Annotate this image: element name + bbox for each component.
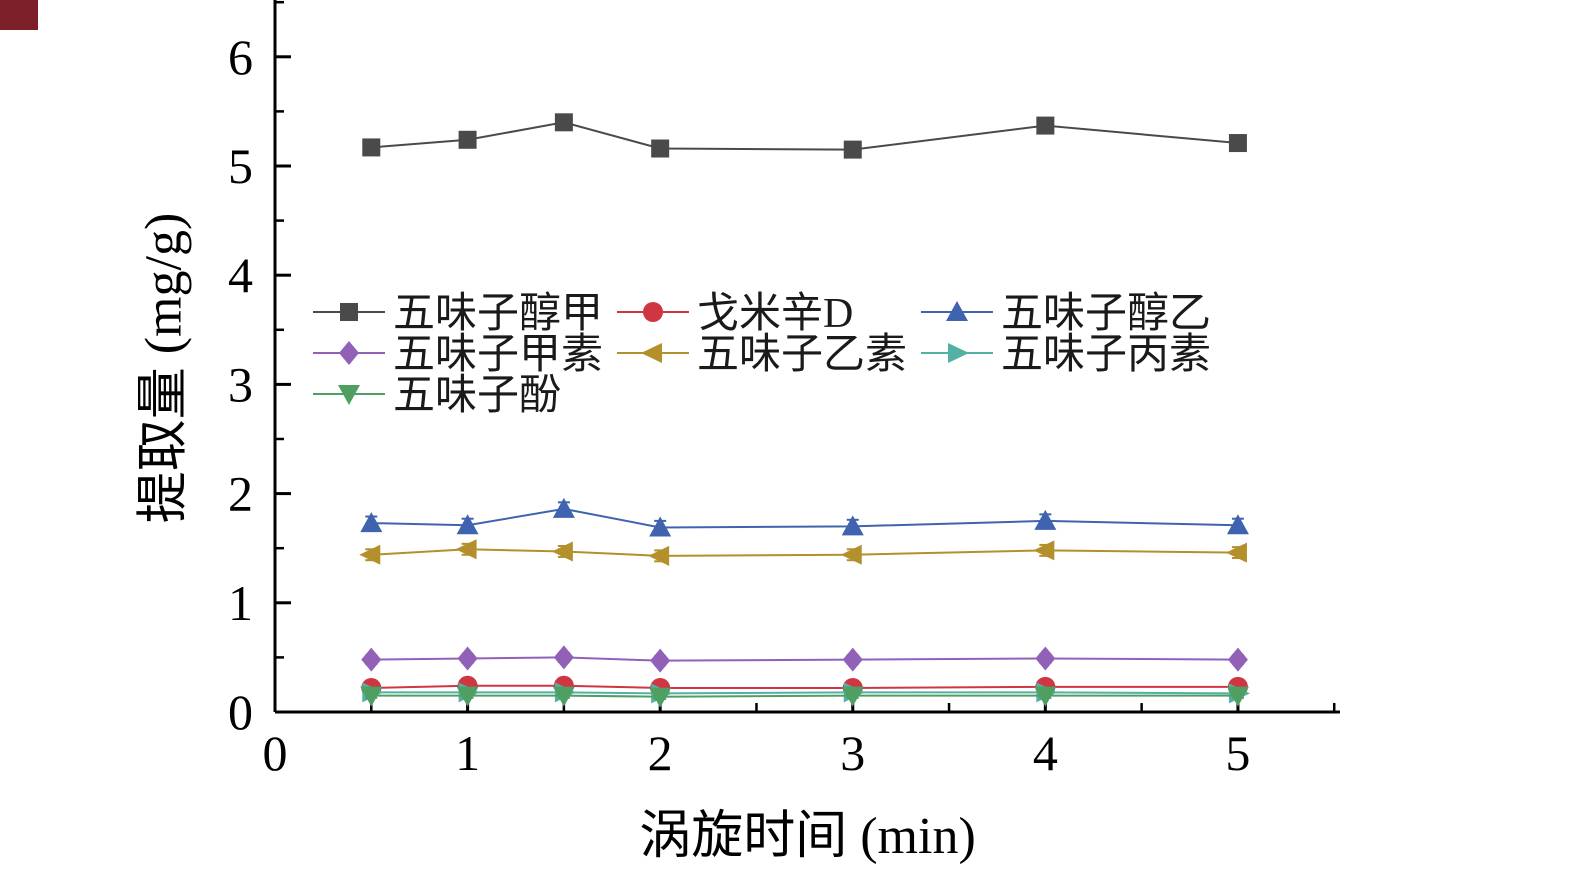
axes bbox=[273, 0, 1340, 714]
legend-item: 五味子甲素 bbox=[313, 332, 603, 378]
series-6 bbox=[360, 686, 1249, 708]
legend-label: 五味子醇甲 bbox=[393, 291, 603, 337]
legend-item: 五味子酚 bbox=[313, 373, 561, 419]
y-tick-label: 4 bbox=[228, 247, 253, 303]
y-tick-label: 5 bbox=[228, 138, 253, 194]
y-tick-label: 3 bbox=[228, 356, 253, 412]
legend-item: 五味子醇甲 bbox=[313, 291, 603, 337]
series-2 bbox=[360, 497, 1249, 537]
scan-artifact-red-square bbox=[0, 0, 38, 30]
y-tick-label: 6 bbox=[228, 29, 253, 85]
legend-item: 五味子乙素 bbox=[617, 332, 907, 378]
y-tick-label: 1 bbox=[228, 575, 253, 631]
legend-label: 五味子醇乙 bbox=[1001, 291, 1211, 337]
legend-item: 五味子丙素 bbox=[921, 332, 1211, 378]
legend-item: 五味子醇乙 bbox=[921, 291, 1211, 337]
legend-label: 五味子甲素 bbox=[393, 332, 603, 378]
legend-label: 五味子丙素 bbox=[1001, 332, 1211, 378]
x-tick-label: 0 bbox=[263, 725, 288, 781]
x-tick-label: 1 bbox=[455, 725, 480, 781]
series-0 bbox=[362, 113, 1247, 159]
x-tick-label: 2 bbox=[648, 725, 673, 781]
x-tick-label: 4 bbox=[1033, 725, 1058, 781]
x-tick-label: 5 bbox=[1225, 725, 1250, 781]
x-axis-ticks: 0 1 2 3 4 5 bbox=[263, 696, 1336, 781]
legend-label: 戈米辛D bbox=[697, 291, 853, 337]
legend-item: 戈米辛D bbox=[617, 291, 853, 337]
x-axis-title: 涡旋时间 (min) bbox=[639, 808, 976, 865]
y-tick-label: 0 bbox=[228, 684, 253, 740]
x-tick-label: 3 bbox=[840, 725, 865, 781]
legend-label: 五味子酚 bbox=[393, 373, 561, 419]
y-axis-title: 提取量 (mg/g) bbox=[135, 212, 193, 524]
series-3 bbox=[361, 645, 1248, 673]
y-tick-label: 2 bbox=[228, 466, 253, 522]
y-axis-ticks: 0 1 2 3 4 5 6 bbox=[228, 0, 291, 740]
series-4 bbox=[359, 539, 1247, 566]
legend-label: 五味子乙素 bbox=[697, 332, 907, 378]
